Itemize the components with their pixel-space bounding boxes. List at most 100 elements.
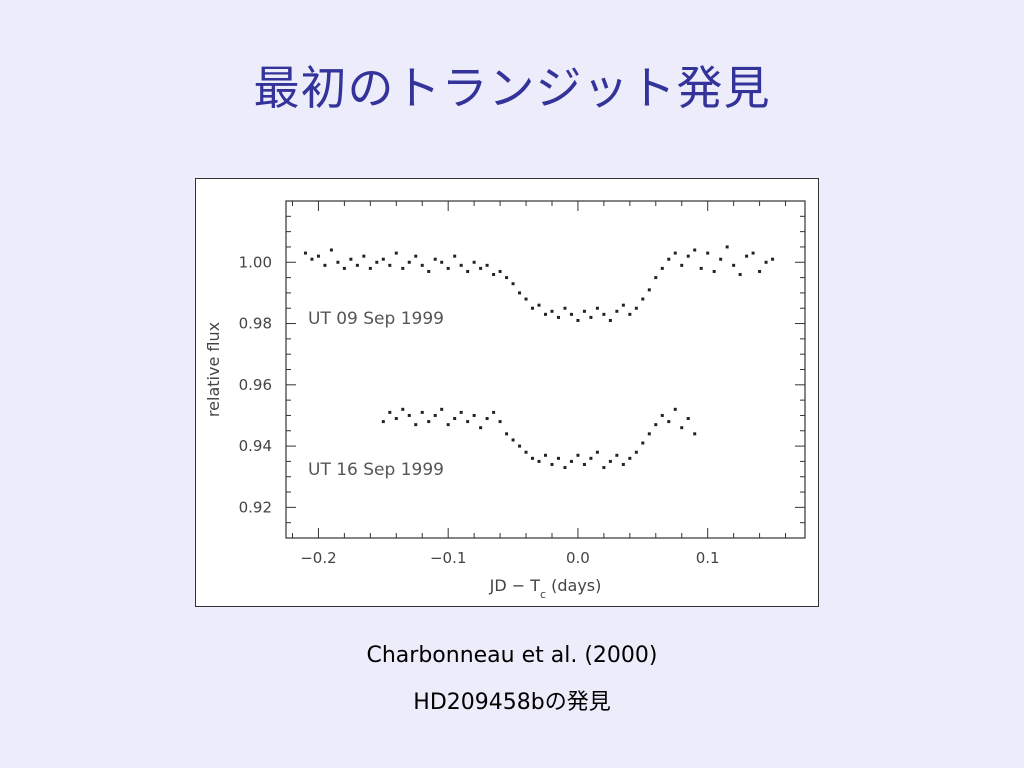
y-tick-label: 0.92 [239, 498, 272, 516]
data-point-s2 [680, 426, 684, 430]
data-point-s1 [524, 297, 528, 301]
data-point-s2 [459, 410, 463, 414]
data-point-s2 [472, 413, 476, 417]
data-point-s2 [498, 420, 502, 424]
figure-frame: −0.2 −0.1 0.0 0.1 0.92 0.94 0.96 0.98 1.00 JD − T… [195, 178, 819, 607]
data-point-s1 [576, 318, 580, 322]
data-point-s2 [479, 426, 483, 430]
data-point-s1 [336, 260, 340, 264]
data-point-s1 [544, 312, 547, 316]
data-point-s2 [407, 413, 411, 417]
data-point-s2 [641, 441, 645, 445]
data-point-s1 [355, 263, 359, 267]
data-point-s2 [621, 462, 625, 466]
data-point-s1 [582, 309, 586, 313]
slide-title: 最初のトランジット発見 [253, 61, 771, 115]
data-point-s1 [492, 273, 496, 277]
data-point-s1 [472, 260, 476, 264]
data-point-s2 [485, 417, 489, 421]
data-point-s2 [686, 417, 690, 421]
data-point-s1 [342, 266, 346, 270]
data-point-s2 [401, 407, 405, 411]
data-point-s1 [453, 254, 457, 258]
data-point-s1 [375, 260, 379, 264]
data-point-s2 [381, 420, 385, 424]
data-point-s2 [537, 459, 541, 463]
data-point-s1 [628, 312, 632, 316]
data-point-s2 [544, 453, 547, 457]
data-point-s1 [556, 315, 560, 319]
y-tick-label: 0.96 [239, 376, 272, 394]
data-point-s1 [641, 297, 645, 301]
data-point-s1 [608, 318, 612, 322]
data-point-s2 [602, 466, 606, 470]
data-point-s1 [569, 312, 573, 316]
data-point-s1 [310, 257, 314, 261]
data-point-s2 [388, 410, 392, 414]
data-point-s1 [381, 257, 385, 261]
data-point-s1 [602, 312, 606, 316]
data-point-s1 [316, 254, 320, 258]
x-tick-label: −0.2 [300, 549, 336, 567]
data-point-s1 [479, 266, 483, 270]
data-point-s1 [725, 245, 729, 249]
data-point-s2 [427, 420, 431, 424]
light-curve-chart: −0.2 −0.1 0.0 0.1 0.92 0.94 0.96 0.98 1.00 JD − T… [204, 200, 806, 601]
data-point-s1 [764, 260, 768, 264]
data-point-s1 [518, 291, 522, 295]
data-point-s1 [686, 254, 690, 258]
data-point-s1 [394, 251, 398, 255]
data-point-s1 [329, 248, 333, 252]
data-point-s2 [615, 453, 619, 457]
data-point-s1 [550, 309, 554, 313]
data-point-s1 [505, 276, 509, 280]
data-point-s1 [440, 260, 444, 264]
x-tick-label: 0.1 [696, 549, 720, 567]
data-point-s1 [459, 263, 463, 267]
data-point-s1 [673, 251, 677, 255]
data-point-s2 [492, 410, 496, 414]
data-point-s2 [420, 410, 424, 414]
plot-border [285, 200, 806, 539]
data-point-s1 [660, 266, 664, 270]
data-point-s1 [738, 273, 742, 277]
x-tick-label: −0.1 [430, 549, 466, 567]
data-point-s2 [453, 417, 457, 421]
data-point-s2 [511, 438, 515, 442]
data-point-s2 [518, 444, 522, 448]
y-axis-label: relative flux [204, 322, 223, 417]
data-point-s2 [524, 450, 528, 454]
data-point-s1 [563, 306, 567, 310]
y-tick-label: 0.94 [239, 437, 272, 455]
data-point-s1 [680, 263, 684, 267]
annotation-2: UT 16 Sep 1999 [308, 460, 444, 480]
data-point-s1 [414, 254, 418, 258]
data-point-s2 [414, 423, 418, 427]
data-point-s2 [466, 420, 470, 424]
data-point-s2 [576, 453, 580, 457]
y-tick-label: 0.98 [239, 315, 272, 333]
data-point-s2 [550, 462, 554, 466]
data-point-s1 [589, 315, 593, 319]
data-point-s1 [732, 263, 736, 267]
data-point-s1 [699, 266, 703, 270]
data-point-s2 [394, 417, 398, 421]
data-point-s2 [505, 432, 509, 436]
data-point-s1 [537, 303, 541, 307]
data-point-s2 [647, 432, 651, 436]
data-point-s2 [654, 423, 658, 427]
data-point-s1 [427, 269, 431, 273]
data-point-s1 [323, 263, 327, 267]
data-point-s1 [362, 254, 366, 258]
data-point-s2 [608, 459, 612, 463]
data-point-s2 [628, 456, 632, 460]
data-point-s2 [433, 413, 437, 417]
data-point-s2 [440, 407, 444, 411]
data-point-s2 [569, 459, 573, 463]
caption-subject: HD209458bの発見 [413, 690, 611, 715]
data-point-s1 [719, 257, 723, 261]
y-tick-label: 1.00 [239, 253, 272, 271]
data-point-s1 [531, 306, 535, 310]
data-point-s2 [634, 450, 638, 454]
data-point-s1 [349, 257, 353, 261]
